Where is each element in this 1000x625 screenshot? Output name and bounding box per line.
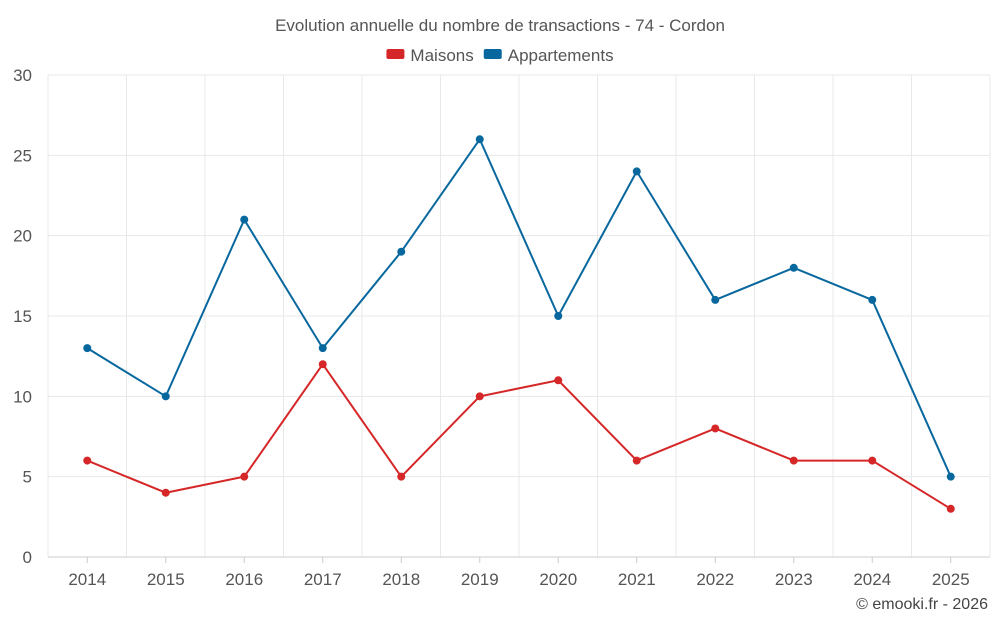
grid — [47, 74, 991, 557]
legend-label-maisons: Maisons — [410, 46, 473, 65]
data-point-maisons — [711, 424, 720, 433]
data-point-appartements — [868, 295, 877, 304]
data-point-appartements — [554, 312, 563, 320]
x-axis: 2014 2015 2016 2017 2018 2019 2020 2021 2022 2023… — [48, 556, 990, 589]
x-tick-label: 2015 — [147, 570, 185, 589]
y-tick-label: 15 — [13, 307, 32, 326]
x-tick-label: 2020 — [539, 570, 577, 589]
y-tick-label: 20 — [13, 227, 32, 246]
series-maisons — [83, 360, 955, 513]
data-point-appartements — [240, 215, 249, 224]
data-point-appartements — [632, 167, 641, 176]
data-point-maisons — [83, 456, 92, 465]
legend: Maisons Appartements — [386, 46, 614, 65]
y-axis: 0 5 10 15 20 25 30 — [13, 66, 32, 567]
x-tick-label: 2014 — [68, 570, 106, 589]
legend-swatch-appartements — [483, 49, 502, 59]
x-tick-label: 2016 — [225, 570, 263, 589]
series-line-maisons — [86, 363, 952, 510]
data-point-maisons — [632, 456, 641, 465]
y-tick-label: 30 — [13, 66, 32, 85]
x-tick-label: 2018 — [382, 570, 420, 589]
legend-item-maisons: Maisons — [386, 46, 474, 65]
x-tick-label: 2017 — [304, 570, 342, 589]
data-point-appartements — [161, 392, 170, 401]
data-point-maisons — [554, 376, 563, 385]
chart-title: Evolution annuelle du nombre de transact… — [275, 16, 725, 35]
series-line-appartements — [86, 138, 952, 478]
legend-swatch-maisons — [386, 49, 405, 59]
y-tick-label: 0 — [23, 548, 32, 567]
data-point-maisons — [475, 392, 484, 401]
data-point-maisons — [789, 456, 798, 465]
y-tick-label: 10 — [13, 387, 32, 406]
data-point-appartements — [475, 135, 484, 144]
data-point-appartements — [946, 472, 955, 481]
x-tick-label: 2019 — [461, 570, 499, 589]
data-point-maisons — [868, 456, 877, 465]
data-point-appartements — [83, 344, 92, 353]
series-layer — [83, 135, 955, 513]
data-point-appartements — [789, 263, 798, 272]
data-point-maisons — [240, 472, 249, 481]
data-point-maisons — [397, 472, 406, 481]
data-point-maisons — [946, 504, 955, 513]
x-tick-label: 2021 — [618, 570, 656, 589]
series-appartements — [83, 135, 955, 481]
data-point-maisons — [161, 488, 170, 497]
y-tick-label: 5 — [23, 468, 32, 487]
x-tick-label: 2025 — [932, 570, 970, 589]
credit-text: © emooki.fr - 2026 — [856, 596, 988, 613]
data-point-appartements — [711, 295, 720, 304]
y-tick-label: 25 — [13, 146, 32, 165]
legend-item-appartements: Appartements — [483, 46, 614, 65]
legend-label-appartements: Appartements — [508, 46, 614, 65]
data-point-appartements — [318, 344, 327, 353]
x-tick-label: 2024 — [853, 570, 891, 589]
x-tick-label: 2022 — [696, 570, 734, 589]
data-point-appartements — [397, 247, 406, 256]
data-point-maisons — [318, 360, 327, 369]
x-tick-label: 2023 — [775, 570, 813, 589]
